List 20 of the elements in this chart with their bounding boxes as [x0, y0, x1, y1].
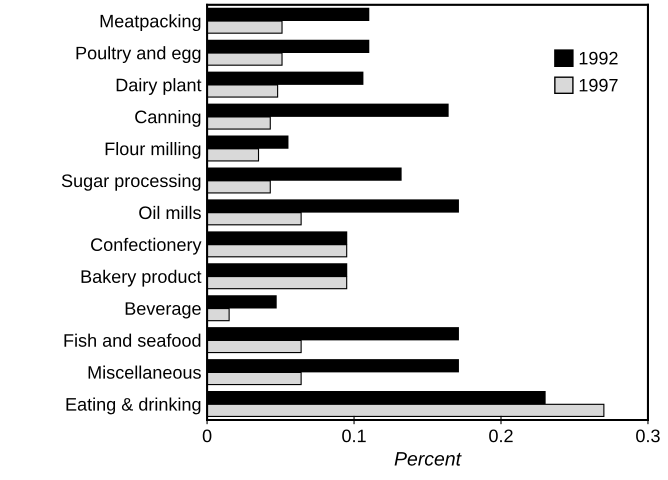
x-axis-title: Percent: [394, 452, 462, 466]
y-tick-label: Flour milling: [106, 142, 200, 159]
y-tick-label: Eating & drinking: [66, 397, 200, 414]
y-tick-label: Poultry and egg: [76, 46, 200, 63]
y-tick-label: Miscellaneous: [88, 366, 201, 379]
y-tick-label: Confectionery: [91, 238, 202, 255]
x-tick-label: 0.2: [489, 430, 513, 442]
x-tick-label: 0.3: [636, 430, 660, 442]
legend-label: 1997: [580, 78, 618, 92]
legend-label: 1992: [580, 52, 618, 65]
y-tick-label: Oil mills: [139, 206, 201, 220]
x-tick-label: 0.1: [342, 430, 366, 442]
y-tick-label: Bakery product: [82, 270, 202, 287]
y-tick-label: Canning: [135, 110, 200, 127]
x-tick-label: 0: [202, 430, 212, 442]
y-tick-label: Fish and seafood: [64, 334, 200, 347]
y-tick-label: Meatpacking: [100, 14, 200, 32]
y-tick-label: Beverage: [126, 302, 201, 319]
y-tick-label: Sugar processing: [62, 174, 200, 191]
y-tick-label: Dairy plant: [116, 78, 202, 95]
